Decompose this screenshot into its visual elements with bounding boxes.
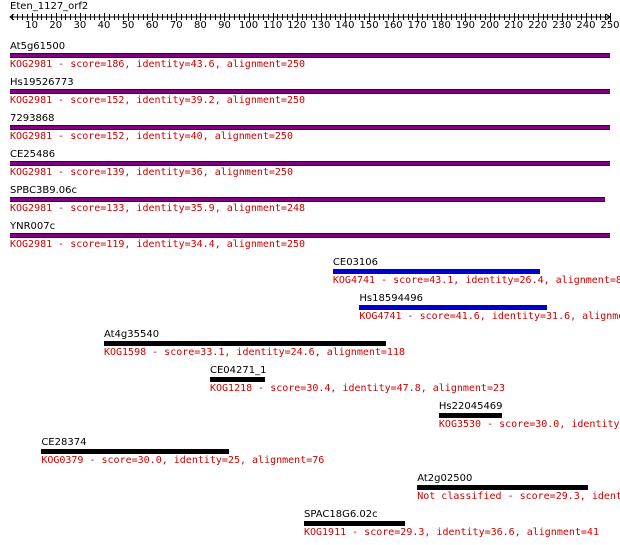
hit-detail: KOG4741 - score=43.1, identity=26.4, ali… [332,275,620,286]
ruler-tick-label: 200 [479,20,500,31]
hit-detail: KOG2981 - score=186, identity=43.6, alig… [10,59,306,70]
hit-detail: KOG0379 - score=30.0, identity=25, align… [41,455,325,466]
hit-alignment-bar[interactable] [210,377,266,382]
hit-alignment-bar[interactable] [10,89,610,94]
hit-name[interactable]: 7293868 [10,113,55,124]
hit-alignment-bar[interactable] [359,305,548,310]
hit-detail: KOG4741 - score=41.6, identity=31.6, ali… [359,311,620,322]
hit-alignment-bar[interactable] [332,269,541,274]
ruler-tick-label: 60 [145,20,159,31]
hit-name[interactable]: CE04271_1 [210,365,267,376]
position-ruler [9,13,611,21]
ruler-tick-label: 10 [25,20,39,31]
hit-detail: KOG1911 - score=29.3, identity=36.6, ali… [303,527,599,538]
ruler-tick-label: 190 [455,20,475,31]
query-name: Eten_1127_orf2 [10,1,89,12]
hit-alignment-bar[interactable] [10,125,610,130]
hit-detail: KOG1598 - score=33.1, identity=24.6, ali… [103,347,405,358]
ruler-tick-label: 180 [431,20,451,31]
hit-detail: KOG2981 - score=139, identity=36, alignm… [10,167,293,178]
hit-alignment-bar[interactable] [438,413,502,418]
hit-detail: KOG2981 - score=152, identity=39.2, alig… [10,95,306,106]
hit-alignment-bar[interactable] [417,485,589,490]
hit-alignment-bar[interactable] [103,341,386,346]
hit-alignment-bar[interactable] [303,521,406,526]
hit-alignment-bar[interactable] [10,53,610,58]
ruler-tick-label: 140 [335,20,355,31]
ruler-tick-label: 90 [218,20,231,31]
hit-alignment-bar[interactable] [41,449,230,454]
ruler-tick-label: 20 [49,20,63,31]
ruler-tick-label: 230 [552,20,572,31]
hit-detail: KOG2981 - score=119, identity=34.4, alig… [10,239,306,250]
hit-name[interactable]: At4g35540 [103,329,160,340]
hit-detail: KOG3530 - score=30.0, identity=4 [438,419,620,430]
hit-name[interactable]: Hs18594496 [359,293,424,304]
ruler-tick-label: 160 [383,20,403,31]
hit-name[interactable]: Hs19526773 [10,77,74,88]
ruler-tick-label: 220 [528,20,548,31]
hit-alignment-bar[interactable] [10,233,610,238]
hit-name[interactable]: SPBC3B9.06c [10,185,78,196]
ruler-tick-label: 130 [311,20,331,31]
ruler-tick-label: 110 [263,20,283,31]
ruler-tick-label: 250 [600,20,620,31]
hit-name[interactable]: CE28374 [41,437,87,448]
ruler-tick-label: 70 [169,20,183,31]
hit-name[interactable]: At2g02500 [417,473,473,484]
ruler-tick-label: 170 [407,20,427,31]
hit-name[interactable]: CE25486 [10,149,56,160]
ruler-tick-label: 40 [97,20,111,31]
hit-name[interactable]: CE03106 [332,257,379,268]
hit-detail: KOG1218 - score=30.4, identity=47.8, ali… [210,383,506,394]
hit-alignment-bar[interactable] [10,161,610,166]
hit-detail: Not classified - score=29.3, identi [417,491,620,502]
ruler-tick-label: 100 [239,20,259,31]
hit-name[interactable]: Hs22045469 [438,401,503,412]
hit-detail: KOG2981 - score=133, identity=35.9, alig… [10,203,306,214]
hit-name[interactable]: SPAC18G6.02c [303,509,378,520]
ruler-tick-label: 120 [287,20,307,31]
hit-alignment-bar[interactable] [10,197,606,202]
hit-name[interactable]: At5g61500 [10,41,66,52]
ruler-tick-label: 80 [193,20,207,31]
ruler-tick-label: 150 [359,20,379,31]
hit-detail: KOG2981 - score=152, identity=40, alignm… [10,131,293,142]
ruler-tick-label: 210 [504,20,524,31]
hit-name[interactable]: YNR007c [10,221,56,232]
ruler-tick-label: 240 [576,20,596,31]
ruler-tick-label: 50 [121,20,135,31]
ruler-tick-label: 30 [73,20,87,31]
